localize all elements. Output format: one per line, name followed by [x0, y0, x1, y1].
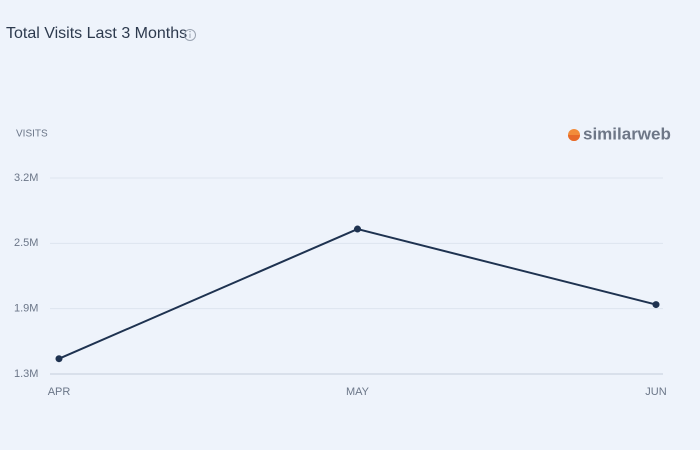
- x-tick-label: APR: [48, 386, 71, 398]
- point: [55, 355, 63, 363]
- info-icon[interactable]: [184, 29, 196, 41]
- x-tick-label: MAY: [346, 386, 370, 398]
- point: [652, 301, 660, 309]
- y-axis-label: VISITS: [16, 129, 48, 140]
- watermark: similarweb: [583, 124, 671, 143]
- y-tick-label: 3.2M: [14, 172, 38, 184]
- chart-title: Total Visits Last 3 Months: [6, 25, 187, 42]
- logo-icon: [568, 129, 580, 141]
- y-tick-label: 1.3M: [14, 368, 38, 380]
- x-tick-label: JUN: [645, 386, 666, 398]
- y-tick-label: 2.5M: [14, 237, 38, 249]
- y-tick-label: 1.9M: [14, 303, 38, 315]
- point: [354, 225, 361, 233]
